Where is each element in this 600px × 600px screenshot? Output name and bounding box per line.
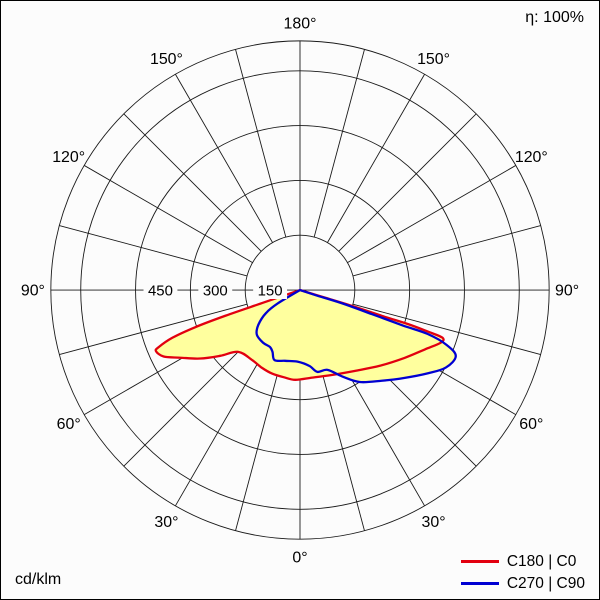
efficiency-label: η: 100%	[525, 9, 584, 26]
svg-text:90°: 90°	[21, 283, 45, 300]
svg-text:150°: 150°	[417, 51, 450, 68]
legend-line-blue	[460, 582, 499, 585]
svg-text:120°: 120°	[515, 149, 548, 166]
svg-text:180°: 180°	[284, 15, 317, 32]
svg-text:60°: 60°	[519, 416, 543, 433]
svg-text:450: 450	[148, 283, 173, 300]
svg-text:150: 150	[258, 283, 283, 300]
legend: C180 | C0 C270 | C90	[460, 552, 585, 593]
svg-text:30°: 30°	[421, 514, 445, 531]
svg-text:90°: 90°	[555, 283, 579, 300]
svg-text:30°: 30°	[154, 514, 178, 531]
svg-text:300: 300	[203, 283, 228, 300]
legend-item-c270-c90: C270 | C90	[460, 574, 585, 593]
unit-label: cd/klm	[15, 571, 62, 588]
svg-text:0°: 0°	[292, 550, 307, 567]
svg-text:120°: 120°	[52, 149, 85, 166]
legend-item-c180-c0: C180 | C0	[460, 552, 585, 571]
svg-text:150°: 150°	[150, 51, 183, 68]
legend-line-red	[460, 560, 499, 563]
svg-text:60°: 60°	[57, 416, 81, 433]
legend-label: C270 | C90	[506, 574, 585, 592]
legend-label: C180 | C0	[506, 552, 577, 570]
